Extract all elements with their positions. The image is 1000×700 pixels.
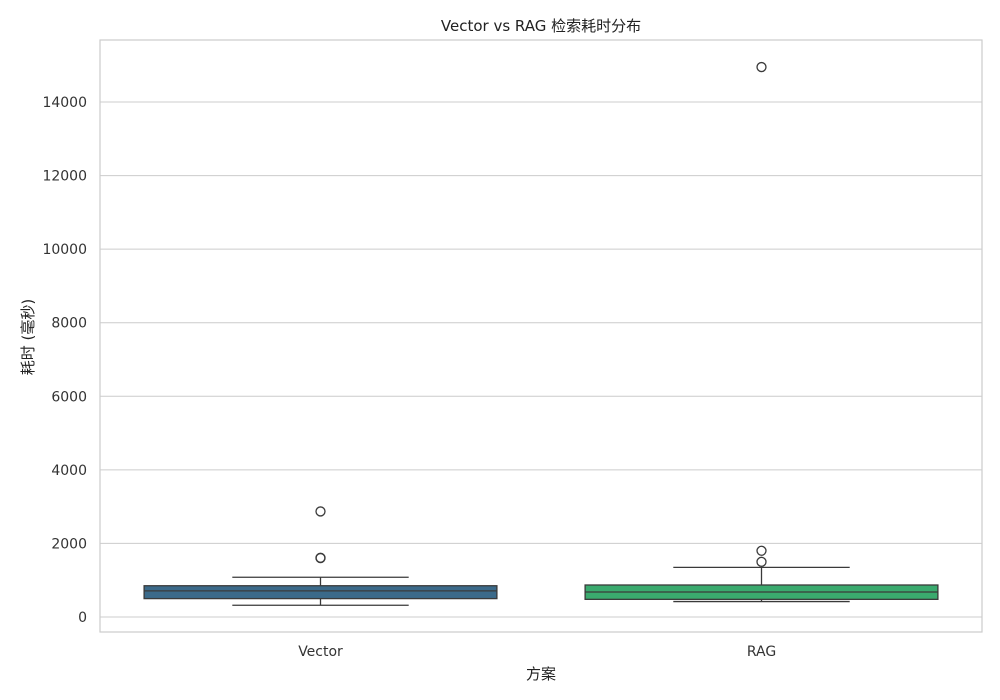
grid-lines (100, 101, 982, 618)
outlier-point (756, 545, 767, 556)
y-tick-label: 0 (78, 610, 87, 626)
y-tick-label: 10000 (42, 242, 87, 258)
outlier-point (756, 556, 767, 567)
box-vector (143, 506, 498, 606)
box-body (143, 585, 498, 600)
y-tick-label: 2000 (51, 536, 87, 552)
box-rag (584, 61, 939, 603)
outlier-point (756, 61, 767, 73)
outlier-point (315, 552, 326, 563)
y-tick-label: 14000 (42, 95, 87, 111)
plot-frame (99, 39, 983, 633)
x-tick-label: RAG (747, 644, 776, 660)
x-axis-label: 方案 (526, 665, 556, 683)
y-tick-label: 12000 (42, 169, 87, 185)
y-tick-label: 4000 (51, 463, 87, 479)
chart-title: Vector vs RAG 检索耗时分布 (441, 17, 641, 35)
y-tick-label: 8000 (51, 316, 87, 332)
y-axis-label: 耗时 (毫秒) (19, 299, 37, 375)
outlier-point (315, 506, 326, 517)
y-tick-label: 6000 (51, 389, 87, 405)
x-tick-label: Vector (298, 644, 343, 660)
